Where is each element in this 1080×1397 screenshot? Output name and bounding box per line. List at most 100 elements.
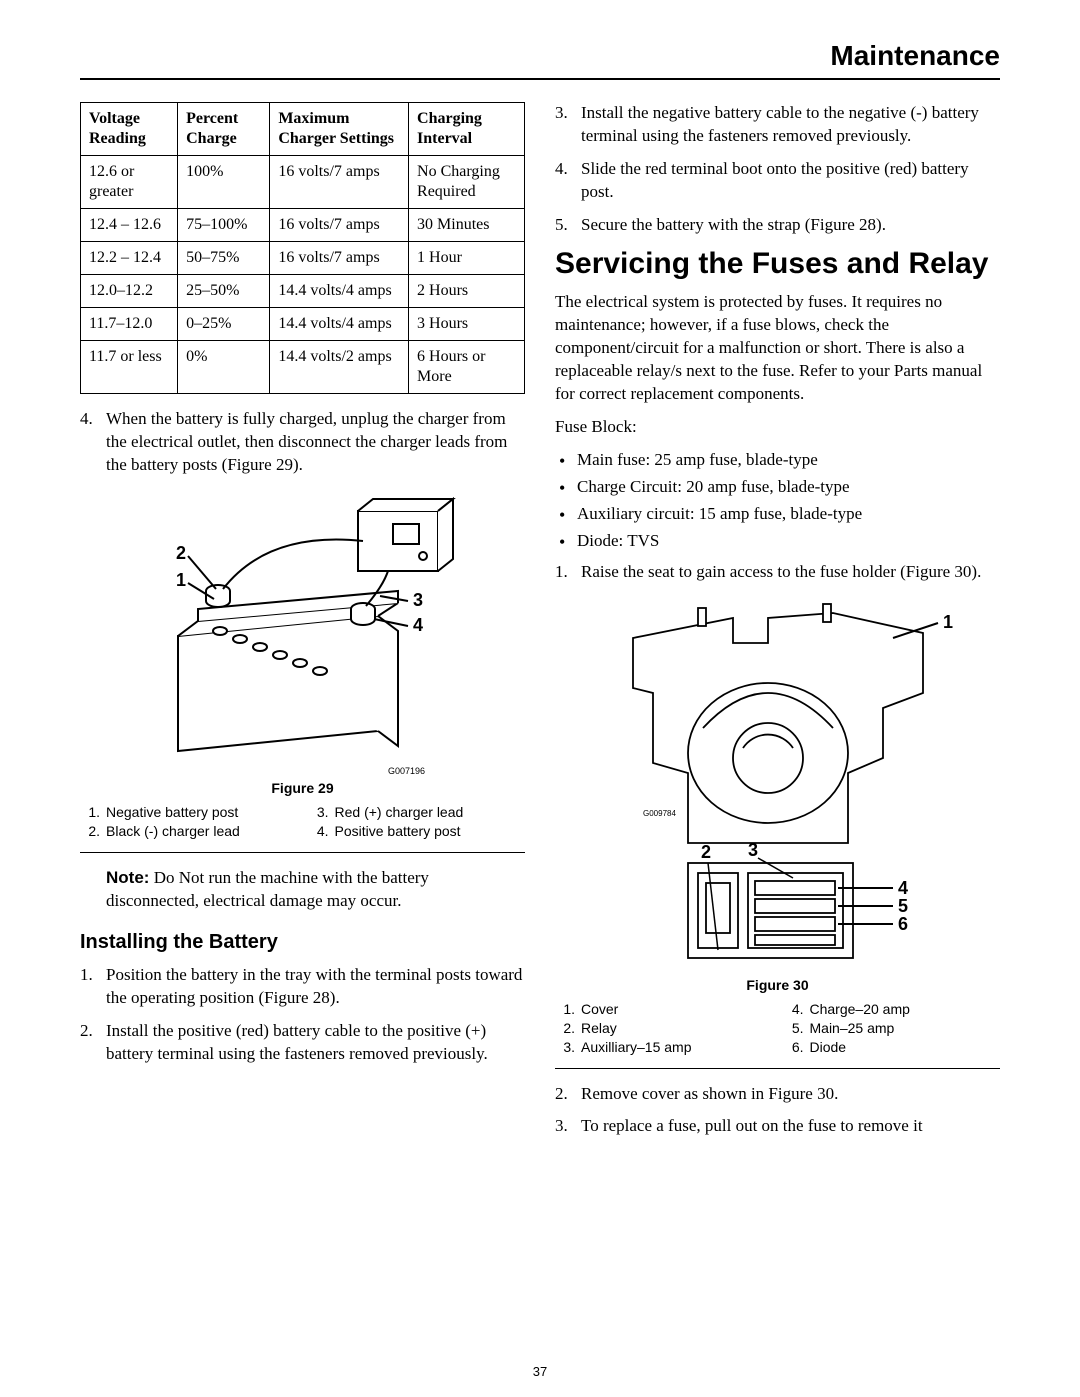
install-step-3: Install the negative battery cable to th…: [555, 102, 1000, 148]
legend-num: 4.: [313, 823, 335, 839]
table-cell: 0–25%: [178, 308, 270, 341]
figure-29-caption: Figure 29: [80, 780, 525, 796]
table-cell: 75–100%: [178, 209, 270, 242]
divider: [80, 852, 525, 853]
table-row: 12.2 – 12.450–75%16 volts/7 amps1 Hour: [81, 242, 525, 275]
legend-num: 2.: [84, 823, 106, 839]
legend-num: 3.: [313, 804, 335, 820]
fuse-diagram-svg: 1 2 3 4 5 6 G009784: [593, 598, 963, 968]
table-cell: 12.6 or greater: [81, 156, 178, 209]
figure-29: 2 1 3 4 G007196 Figure 29: [80, 491, 525, 796]
table-cell: 14.4 volts/2 amps: [270, 341, 409, 394]
bullet-main: Main fuse: 25 amp fuse, blade-type: [555, 449, 1000, 472]
legend-num: 4.: [788, 1001, 810, 1017]
svg-text:6: 6: [898, 914, 908, 934]
two-column-layout: Voltage Reading Percent Charge Maximum C…: [80, 102, 1000, 1148]
divider: [555, 1068, 1000, 1069]
install-step-1: Position the battery in the tray with th…: [80, 964, 525, 1010]
left-step-4: When the battery is fully charged, unplu…: [80, 408, 525, 477]
table-row: 12.6 or greater100%16 volts/7 ampsNo Cha…: [81, 156, 525, 209]
fuses-paragraph: The electrical system is protected by fu…: [555, 291, 1000, 406]
header-title: Maintenance: [830, 40, 1000, 71]
figure-30-legend: 1.Cover 2.Relay 3.Auxilliary–15 amp 4.Ch…: [555, 1001, 1000, 1058]
legend-num: 3.: [559, 1039, 581, 1055]
legend-text: Auxilliary–15 amp: [581, 1039, 692, 1055]
legend-text: Positive battery post: [335, 823, 461, 839]
figure-29-id: G007196: [80, 766, 525, 776]
bullet-charge: Charge Circuit: 20 amp fuse, blade-type: [555, 476, 1000, 499]
svg-text:1: 1: [943, 612, 953, 632]
fuses-step-1: Raise the seat to gain access to the fus…: [555, 561, 1000, 584]
right-column: Install the negative battery cable to th…: [555, 102, 1000, 1148]
figure-29-legend: 1.Negative battery post 2.Black (-) char…: [80, 804, 525, 842]
installing-battery-heading: Installing the Battery: [80, 931, 525, 954]
svg-text:4: 4: [898, 878, 908, 898]
install-steps-continued: Install the negative battery cable to th…: [555, 102, 1000, 237]
svg-text:1: 1: [176, 570, 186, 590]
bullet-diode: Diode: TVS: [555, 530, 1000, 553]
fuses-heading: Servicing the Fuses and Relay: [555, 247, 1000, 282]
table-cell: 1 Hour: [409, 242, 525, 275]
fuses-step-3: To replace a fuse, pull out on the fuse …: [555, 1115, 1000, 1138]
table-cell: 14.4 volts/4 amps: [270, 308, 409, 341]
table-cell: 16 volts/7 amps: [270, 242, 409, 275]
note-label: Note:: [106, 868, 149, 887]
table-row: 12.4 – 12.675–100%16 volts/7 amps30 Minu…: [81, 209, 525, 242]
svg-text:4: 4: [413, 615, 423, 635]
fuses-steps-after: Remove cover as shown in Figure 30. To r…: [555, 1083, 1000, 1139]
legend-text: Black (-) charger lead: [106, 823, 240, 839]
legend-text: Relay: [581, 1020, 617, 1036]
legend-text: Main–25 amp: [810, 1020, 895, 1036]
legend-num: 1.: [84, 804, 106, 820]
note-block: Note: Do Not run the machine with the ba…: [80, 867, 525, 913]
table-cell: No Charging Required: [409, 156, 525, 209]
table-cell: 6 Hours or More: [409, 341, 525, 394]
col-percent: Percent Charge: [178, 103, 270, 156]
legend-num: 2.: [559, 1020, 581, 1036]
table-cell: 16 volts/7 amps: [270, 156, 409, 209]
figure-30-caption: Figure 30: [555, 977, 1000, 993]
install-step-5: Secure the battery with the strap (Figur…: [555, 214, 1000, 237]
table-row: 11.7–12.00–25%14.4 volts/4 amps3 Hours: [81, 308, 525, 341]
table-cell: 14.4 volts/4 amps: [270, 275, 409, 308]
table-cell: 0%: [178, 341, 270, 394]
legend-num: 6.: [788, 1039, 810, 1055]
table-row: 11.7 or less0%14.4 volts/2 amps6 Hours o…: [81, 341, 525, 394]
fuse-block-label: Fuse Block:: [555, 416, 1000, 439]
table-cell: 16 volts/7 amps: [270, 209, 409, 242]
table-cell: 25–50%: [178, 275, 270, 308]
svg-text:5: 5: [898, 896, 908, 916]
col-interval: Charging Interval: [409, 103, 525, 156]
legend-text: Diode: [810, 1039, 847, 1055]
col-voltage: Voltage Reading: [81, 103, 178, 156]
page-number: 37: [0, 1364, 1080, 1379]
install-steps: Position the battery in the tray with th…: [80, 964, 525, 1066]
fuses-step-1-text: Raise the seat to gain access to the fus…: [555, 561, 1000, 584]
table-cell: 12.0–12.2: [81, 275, 178, 308]
table-cell: 3 Hours: [409, 308, 525, 341]
svg-text:2: 2: [176, 543, 186, 563]
table-cell: 2 Hours: [409, 275, 525, 308]
legend-text: Negative battery post: [106, 804, 238, 820]
table-cell: 30 Minutes: [409, 209, 525, 242]
legend-num: 1.: [559, 1001, 581, 1017]
install-step-2: Install the positive (red) battery cable…: [80, 1020, 525, 1066]
bullet-aux: Auxiliary circuit: 15 amp fuse, blade-ty…: [555, 503, 1000, 526]
fuse-bullets: Main fuse: 25 amp fuse, blade-type Charg…: [555, 449, 1000, 553]
table-cell: 100%: [178, 156, 270, 209]
note-text: Do Not run the machine with the battery …: [106, 868, 429, 910]
left-column: Voltage Reading Percent Charge Maximum C…: [80, 102, 525, 1148]
figure-30: 1 2 3 4 5 6 G009784 Figure 30: [555, 598, 1000, 993]
table-cell: 50–75%: [178, 242, 270, 275]
legend-num: 5.: [788, 1020, 810, 1036]
step-text: When the battery is fully charged, unplu…: [80, 408, 525, 477]
charging-table: Voltage Reading Percent Charge Maximum C…: [80, 102, 525, 394]
svg-text:2: 2: [701, 842, 711, 862]
col-max: Maximum Charger Settings: [270, 103, 409, 156]
table-cell: 11.7–12.0: [81, 308, 178, 341]
battery-diagram-svg: 2 1 3 4: [148, 491, 458, 761]
svg-text:3: 3: [413, 590, 423, 610]
table-cell: 12.2 – 12.4: [81, 242, 178, 275]
install-step-4: Slide the red terminal boot onto the pos…: [555, 158, 1000, 204]
table-cell: 11.7 or less: [81, 341, 178, 394]
